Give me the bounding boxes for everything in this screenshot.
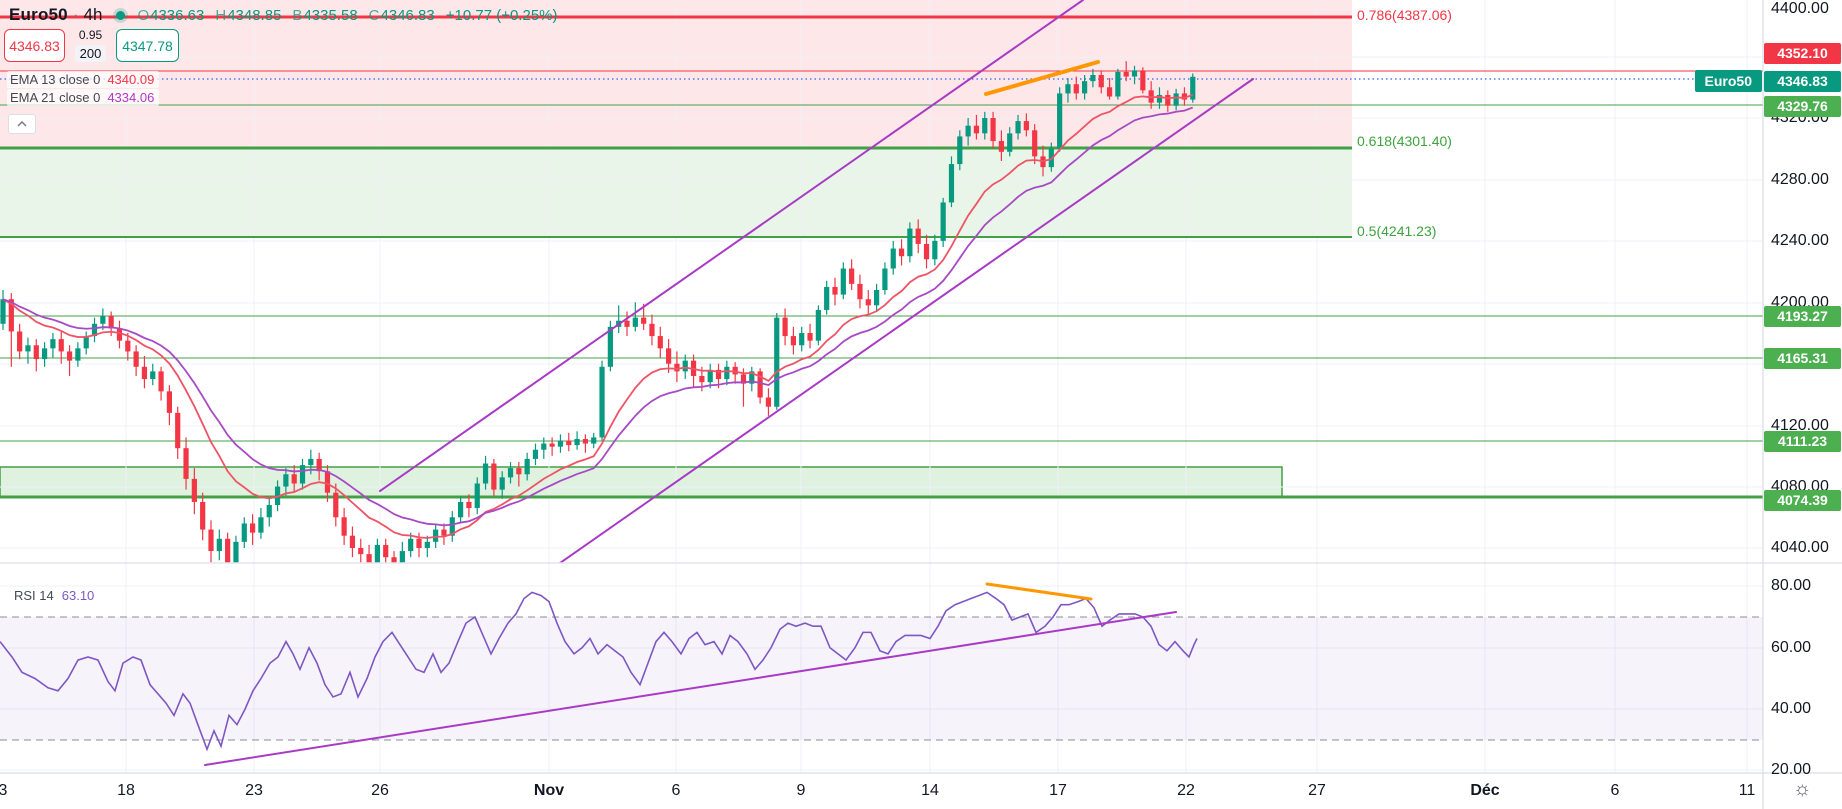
buy-button[interactable]: 4347.78 <box>116 29 179 62</box>
interval-label: 4h <box>83 5 103 24</box>
ema21-value: 4334.06 <box>107 90 155 105</box>
ohlc-item: B4335.58 <box>292 6 358 24</box>
symbol-legend[interactable]: Euro50 · 4h O4336.63 H4348.85 B4335.58 C434… <box>9 5 558 25</box>
collapse-legend-button[interactable] <box>8 114 36 134</box>
legend-separator: · <box>72 5 79 24</box>
change-value: +10.77 (+0.25%) <box>445 6 558 24</box>
spread-quantity: 0.95 200 <box>75 29 106 62</box>
rsi-trendline[interactable] <box>204 611 1177 766</box>
symbol-name: Euro50 <box>9 5 68 24</box>
ohlc-item: C4346.83 <box>368 6 435 24</box>
trendline[interactable] <box>984 60 1100 96</box>
ema13-legend[interactable]: EMA 13 close 0 4340.09 <box>7 71 160 88</box>
rsi-trendline[interactable] <box>985 582 1093 601</box>
rsi-value: 63.10 <box>61 588 95 603</box>
trendline[interactable] <box>540 78 1254 577</box>
ema21-line[interactable] <box>2 106 1194 527</box>
rsi-range-fill <box>0 617 1763 740</box>
trendline[interactable] <box>379 0 1084 492</box>
market-status-icon <box>116 10 126 20</box>
spread-value: 0.95 <box>78 28 103 42</box>
chevron-up-icon <box>17 121 27 127</box>
rsi-line[interactable] <box>0 591 1198 752</box>
sell-button[interactable]: 4346.83 <box>4 29 65 62</box>
rsi-label: RSI 14 <box>14 588 54 603</box>
rsi-pane <box>0 582 1198 766</box>
ema13-value: 4340.09 <box>107 72 155 87</box>
ohlc-item: H4348.85 <box>215 6 282 24</box>
ema13-label: EMA 13 close 0 <box>10 72 101 87</box>
price-pane <box>0 0 1254 577</box>
axis-settings-gear-icon[interactable]: ☼ <box>1793 778 1812 800</box>
ohlc-item: O4336.63 <box>137 6 205 24</box>
ema13-line[interactable] <box>2 93 1194 539</box>
quantity-field[interactable]: 200 <box>75 45 106 62</box>
rsi-legend[interactable]: RSI 14 63.10 <box>9 587 100 604</box>
order-widget: 4346.83 0.95 200 4347.78 <box>4 29 179 62</box>
ema21-legend[interactable]: EMA 21 close 0 4334.06 <box>7 89 160 106</box>
ema21-label: EMA 21 close 0 <box>10 90 101 105</box>
ohlc-values: O4336.63 H4348.85 B4335.58 C4346.83 <box>137 7 434 24</box>
